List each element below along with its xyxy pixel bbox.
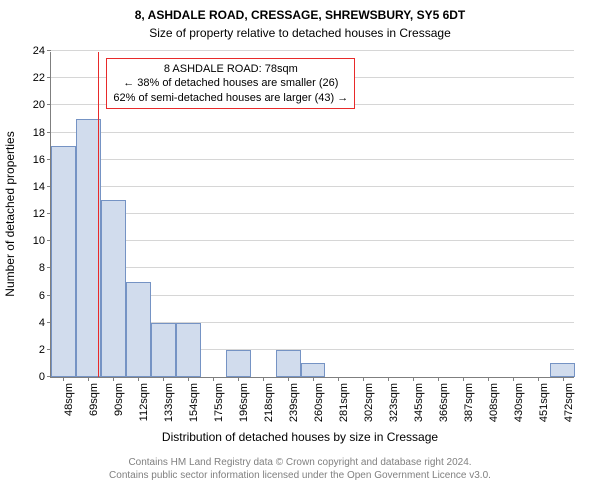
xtick-label: 366sqm: [438, 383, 450, 422]
ytick-mark: [47, 132, 51, 133]
ytick-label: 10: [33, 235, 45, 247]
ytick-label: 6: [39, 290, 45, 302]
xtick-label: 239sqm: [288, 383, 300, 422]
ytick-label: 8: [39, 262, 45, 274]
annotation-line: 62% of semi-detached houses are larger (…: [113, 91, 348, 105]
xtick-mark: [463, 377, 464, 381]
xtick-label: 260sqm: [313, 383, 325, 422]
ytick-label: 14: [33, 181, 45, 193]
xtick-label: 218sqm: [263, 383, 275, 422]
chart-subtitle: Size of property relative to detached ho…: [0, 26, 600, 40]
xtick-label: 323sqm: [388, 383, 400, 422]
property-marker-line: [98, 52, 99, 377]
xtick-label: 281sqm: [338, 383, 350, 422]
xtick-label: 451sqm: [538, 383, 550, 422]
xtick-label: 175sqm: [213, 383, 225, 422]
xtick-mark: [263, 377, 264, 381]
property-annotation: 8 ASHDALE ROAD: 78sqm← 38% of detached h…: [106, 58, 355, 109]
plot-area: 02468101214161820222448sqm69sqm90sqm112s…: [50, 52, 574, 378]
histogram-bar: [126, 282, 151, 377]
xtick-mark: [288, 377, 289, 381]
xtick-mark: [313, 377, 314, 381]
xtick-label: 112sqm: [138, 383, 150, 421]
xtick-mark: [438, 377, 439, 381]
xtick-label: 69sqm: [88, 383, 100, 416]
x-axis-label: Distribution of detached houses by size …: [0, 430, 600, 444]
xtick-label: 90sqm: [113, 383, 125, 416]
grid-line: [51, 267, 574, 268]
histogram-bar: [76, 119, 101, 377]
xtick-mark: [513, 377, 514, 381]
xtick-label: 133sqm: [163, 383, 175, 422]
annotation-line: ← 38% of detached houses are smaller (26…: [113, 76, 348, 90]
grid-line: [51, 213, 574, 214]
chart-title: 8, ASHDALE ROAD, CRESSAGE, SHREWSBURY, S…: [0, 8, 600, 22]
grid-line: [51, 159, 574, 160]
xtick-label: 48sqm: [63, 383, 75, 416]
xtick-label: 472sqm: [563, 383, 575, 422]
footer-line-1: Contains HM Land Registry data © Crown c…: [0, 456, 600, 469]
xtick-label: 387sqm: [463, 383, 475, 422]
xtick-label: 408sqm: [488, 383, 500, 422]
xtick-mark: [363, 377, 364, 381]
xtick-label: 154sqm: [188, 383, 200, 422]
grid-line: [51, 240, 574, 241]
xtick-mark: [163, 377, 164, 381]
ytick-mark: [47, 77, 51, 78]
xtick-mark: [113, 377, 114, 381]
ytick-label: 20: [33, 99, 45, 111]
histogram-bar: [101, 200, 126, 377]
xtick-label: 345sqm: [413, 383, 425, 422]
ytick-label: 24: [33, 45, 45, 57]
xtick-mark: [413, 377, 414, 381]
ytick-mark: [47, 104, 51, 105]
ytick-label: 16: [33, 154, 45, 166]
ytick-label: 22: [33, 72, 45, 84]
ytick-label: 4: [39, 317, 45, 329]
chart-footer: Contains HM Land Registry data © Crown c…: [0, 456, 600, 482]
y-axis-label: Number of detached properties: [3, 51, 17, 377]
xtick-label: 302sqm: [363, 383, 375, 422]
grid-line: [51, 132, 574, 133]
xtick-mark: [238, 377, 239, 381]
xtick-mark: [488, 377, 489, 381]
xtick-mark: [213, 377, 214, 381]
histogram-chart: 8, ASHDALE ROAD, CRESSAGE, SHREWSBURY, S…: [0, 0, 600, 500]
histogram-bar: [276, 350, 301, 377]
footer-line-2: Contains public sector information licen…: [0, 469, 600, 482]
ytick-label: 2: [39, 344, 45, 356]
histogram-bar: [226, 350, 251, 377]
xtick-mark: [388, 377, 389, 381]
ytick-label: 0: [39, 371, 45, 383]
xtick-mark: [563, 377, 564, 381]
histogram-bar: [151, 323, 176, 377]
xtick-mark: [188, 377, 189, 381]
histogram-bar: [51, 146, 76, 377]
xtick-mark: [538, 377, 539, 381]
xtick-label: 196sqm: [238, 383, 250, 422]
grid-line: [51, 186, 574, 187]
grid-line: [51, 50, 574, 51]
ytick-label: 12: [33, 208, 45, 220]
xtick-label: 430sqm: [513, 383, 525, 422]
ytick-label: 18: [33, 127, 45, 139]
xtick-mark: [338, 377, 339, 381]
histogram-bar: [550, 363, 575, 377]
xtick-mark: [138, 377, 139, 381]
ytick-mark: [47, 50, 51, 51]
annotation-line: 8 ASHDALE ROAD: 78sqm: [113, 62, 348, 76]
histogram-bar: [176, 323, 201, 377]
xtick-mark: [63, 377, 64, 381]
histogram-bar: [301, 363, 326, 377]
xtick-mark: [88, 377, 89, 381]
